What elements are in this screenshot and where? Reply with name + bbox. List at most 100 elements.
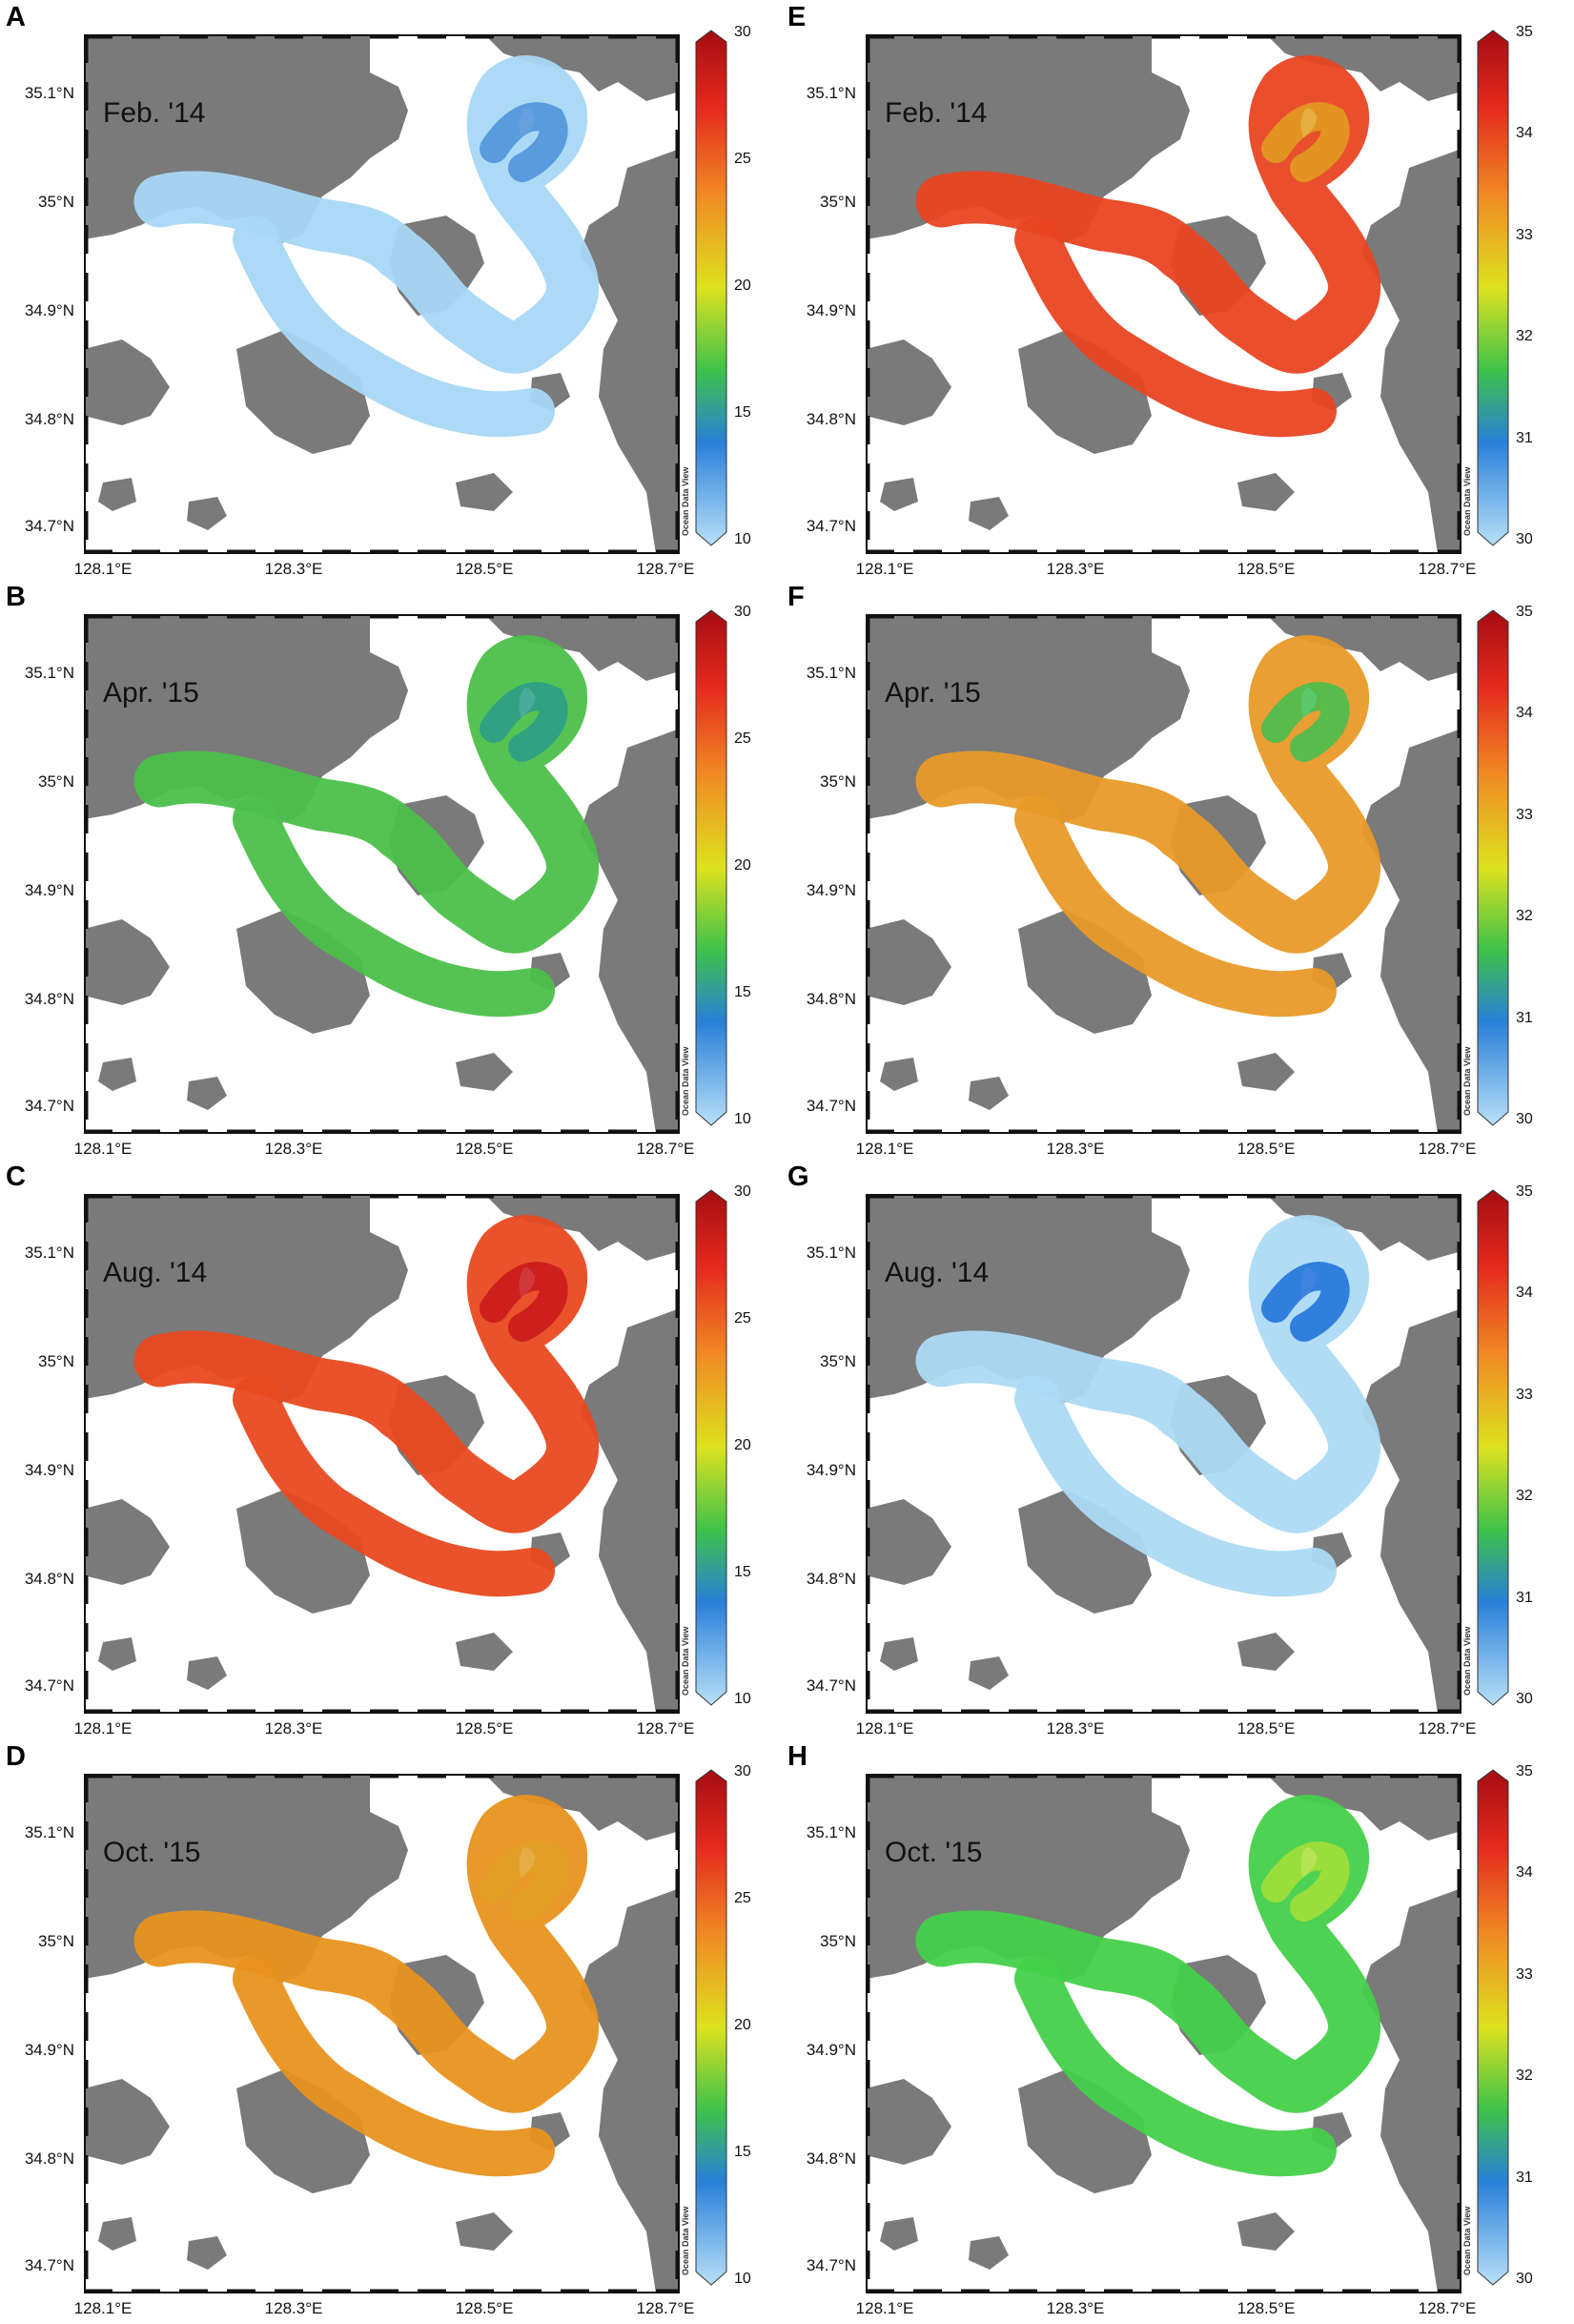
lat-tick-label: 34.7°N bbox=[24, 2256, 74, 2274]
colorbar-gradient bbox=[1477, 609, 1509, 1126]
land-mass bbox=[456, 1633, 513, 1671]
lon-tick-label: 128.3°E bbox=[264, 1140, 323, 1158]
colorbar-tick-label: 30 bbox=[1516, 531, 1533, 547]
odv-watermark: Ocean Data View bbox=[1462, 2206, 1472, 2275]
lat-tick-label: 35.1°N bbox=[24, 84, 74, 102]
colorbar-tick-label: 15 bbox=[734, 1564, 751, 1580]
lon-tick-label: 128.5°E bbox=[455, 2299, 514, 2317]
colorbar-tick-label: 32 bbox=[1516, 2067, 1533, 2085]
land-mass bbox=[187, 1077, 227, 1110]
land-mass bbox=[1237, 473, 1295, 511]
land-mass bbox=[880, 1637, 918, 1671]
lon-tick-label: 128.1°E bbox=[855, 560, 914, 578]
land-mass bbox=[1361, 1308, 1462, 1714]
lon-tick-label: 128.3°E bbox=[264, 560, 323, 578]
lat-tick-label: 34.8°N bbox=[24, 2149, 74, 2168]
map-panel-b: B Apr. '15 35.1°N 35°N 34.9°N 34.8°N 34.7°N 128… bbox=[0, 580, 782, 1160]
lon-tick-label: 128.5°E bbox=[1237, 560, 1296, 578]
colorbar-tick-label: 32 bbox=[1516, 1488, 1533, 1505]
lat-tick-label: 34.9°N bbox=[24, 1461, 74, 1479]
land-mass bbox=[1237, 1633, 1295, 1671]
map-panel-d: D Oct. '15 35.1°N 35°N 34.9°N 34.8°N 34.7°N 128… bbox=[0, 1739, 782, 2319]
lon-tick-label: 128.3°E bbox=[1046, 1140, 1105, 1158]
field-accent bbox=[1261, 682, 1350, 762]
lon-tick-label: 128.7°E bbox=[1418, 560, 1477, 578]
land-mass bbox=[969, 497, 1009, 530]
colorbar-tick-label: 15 bbox=[734, 404, 751, 421]
map-frame bbox=[84, 614, 680, 1134]
colorbar-tick-label: 31 bbox=[1516, 1009, 1533, 1026]
land-mass bbox=[98, 478, 136, 511]
colorbar-tick-label: 10 bbox=[734, 531, 751, 547]
sampled-field bbox=[915, 1795, 1381, 2113]
lon-tick-label: 128.5°E bbox=[1237, 1719, 1296, 1738]
sampled-field bbox=[915, 55, 1381, 374]
colorbar-tick-label: 35 bbox=[1516, 1183, 1533, 1200]
map-frame bbox=[866, 1774, 1462, 2293]
colorbar-tick-label: 25 bbox=[734, 151, 751, 167]
lat-tick-label: 34.8°N bbox=[806, 2149, 856, 2168]
colorbar-tick-label: 30 bbox=[1516, 2271, 1533, 2287]
sampled-field bbox=[1014, 1376, 1337, 1597]
colorbar-tick-label: 15 bbox=[734, 984, 751, 1000]
colorbar-gradient bbox=[1477, 1189, 1509, 1706]
map-panel-e: E Feb. '14 35.1°N 35°N 34.9°N 34.8°N 34.7°N 128… bbox=[782, 0, 1564, 580]
lat-tick-label: 35.1°N bbox=[806, 1244, 856, 1262]
colorbar-tick-label: 35 bbox=[1516, 1763, 1533, 1779]
lat-tick-label: 35.1°N bbox=[24, 664, 74, 682]
colorbar-tick-label: 35 bbox=[1516, 604, 1533, 620]
land-mass bbox=[580, 729, 680, 1134]
lat-tick-label: 34.7°N bbox=[24, 517, 74, 535]
field-accent bbox=[480, 1841, 568, 1922]
panel-letter: F bbox=[787, 582, 805, 612]
lon-tick-label: 128.3°E bbox=[264, 2299, 323, 2317]
land-mass bbox=[866, 919, 951, 1005]
season-label: Aug. '14 bbox=[885, 1257, 990, 1288]
lat-tick-label: 35°N bbox=[38, 1932, 74, 1950]
lon-tick-label: 128.1°E bbox=[855, 1719, 914, 1738]
lat-tick-label: 34.9°N bbox=[806, 881, 856, 899]
lon-tick-label: 128.7°E bbox=[1418, 1719, 1477, 1738]
land-mass bbox=[969, 1077, 1009, 1110]
lon-tick-label: 128.5°E bbox=[1237, 2299, 1296, 2317]
lat-tick-label: 35°N bbox=[38, 772, 74, 791]
sampled-field bbox=[133, 1795, 600, 2113]
sampled-field bbox=[233, 216, 555, 438]
land-mass bbox=[866, 2079, 951, 2165]
map-frame bbox=[866, 34, 1462, 554]
field-accent bbox=[480, 1262, 568, 1342]
map-canvas bbox=[84, 614, 680, 1134]
lon-tick-label: 128.1°E bbox=[73, 1719, 133, 1738]
sampled-field bbox=[233, 1956, 555, 2177]
map-panel-c: C Aug. '14 35.1°N 35°N 34.9°N 34.8°N 34.7°N 128… bbox=[0, 1160, 782, 1739]
lat-tick-label: 35.1°N bbox=[24, 1823, 74, 1841]
field-accent bbox=[1261, 1841, 1350, 1922]
land-mass bbox=[880, 478, 918, 511]
lat-tick-label: 35.1°N bbox=[806, 664, 856, 682]
season-label: Oct. '15 bbox=[103, 1837, 201, 1868]
colorbar-tick-label: 34 bbox=[1516, 705, 1533, 722]
lon-tick-label: 128.1°E bbox=[73, 560, 133, 578]
odv-watermark: Ocean Data View bbox=[681, 466, 690, 536]
colorbar-tick-label: 30 bbox=[1516, 1111, 1533, 1127]
odv-watermark: Ocean Data View bbox=[681, 1046, 690, 1116]
colorbar-salinity bbox=[1476, 1188, 1510, 1712]
colorbar-tick-label: 20 bbox=[734, 857, 751, 874]
sampled-field bbox=[133, 55, 600, 374]
sampled-field bbox=[1014, 796, 1337, 1018]
colorbar-gradient bbox=[695, 609, 727, 1126]
land-mass bbox=[580, 1888, 680, 2293]
land-mass bbox=[98, 2217, 136, 2251]
land-mass bbox=[969, 1656, 1009, 1690]
colorbar-tick-label: 33 bbox=[1516, 1386, 1533, 1403]
land-mass bbox=[1266, 34, 1462, 101]
land-mass bbox=[456, 473, 513, 511]
colorbar-salinity bbox=[1476, 29, 1510, 552]
land-mass bbox=[1237, 1053, 1295, 1091]
map-frame bbox=[866, 614, 1462, 1134]
field-accent bbox=[480, 102, 568, 182]
panel-letter: E bbox=[787, 2, 807, 32]
land-mass bbox=[187, 1656, 227, 1690]
land-mass bbox=[969, 2236, 1009, 2270]
panel-letter: C bbox=[6, 1162, 26, 1192]
